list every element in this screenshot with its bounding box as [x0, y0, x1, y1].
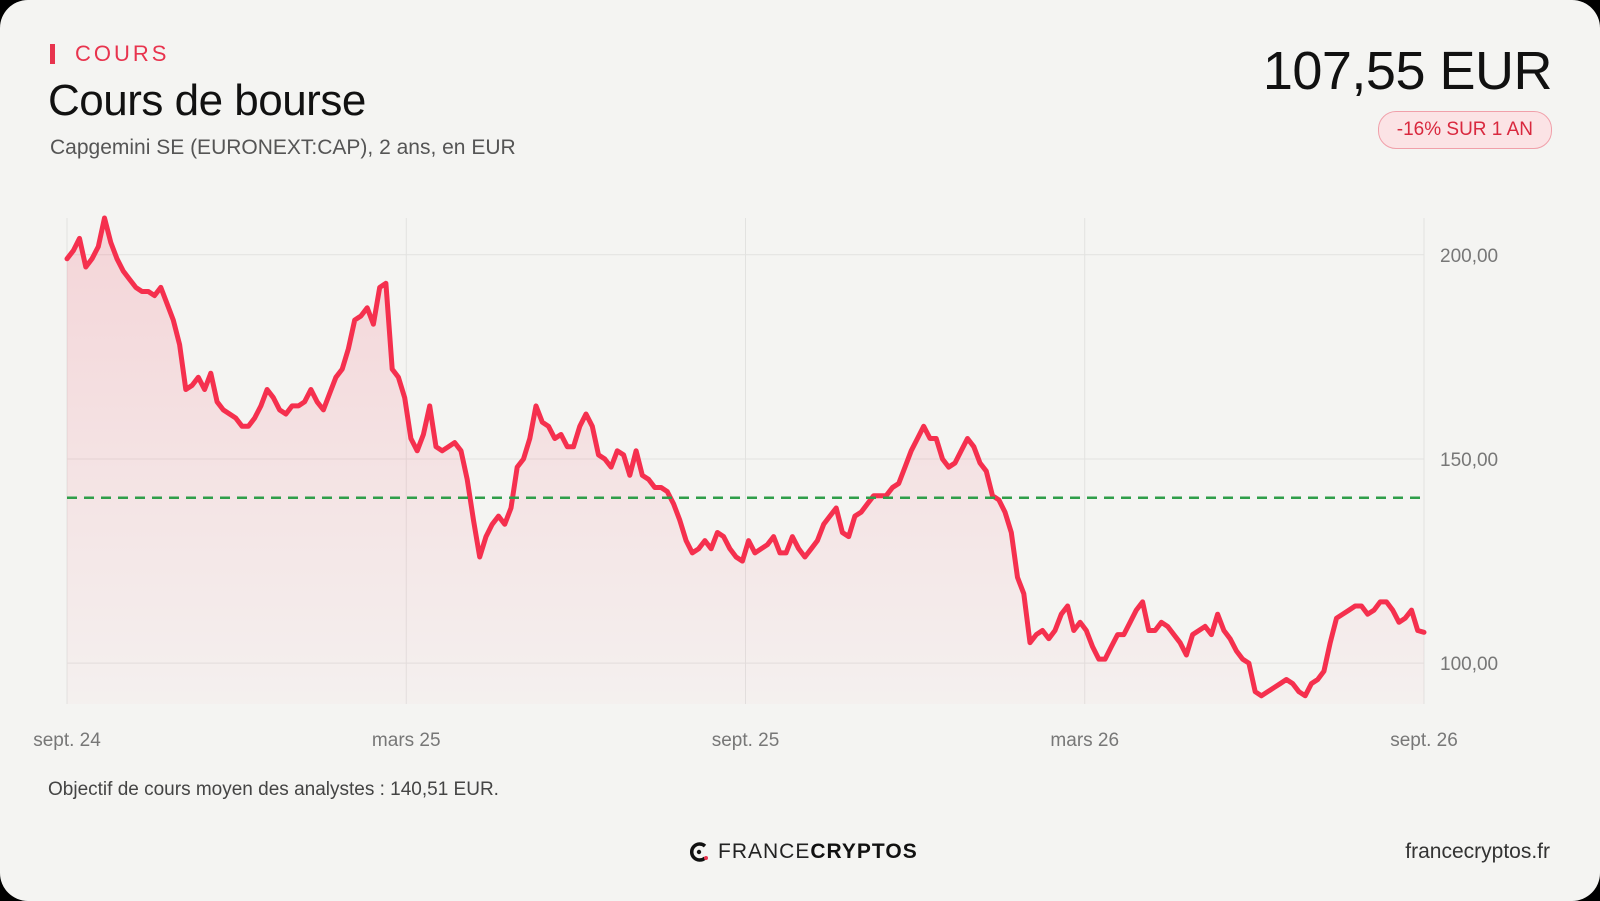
x-tick-label: sept. 26	[1390, 730, 1458, 751]
x-tick-label: sept. 24	[33, 730, 101, 751]
price-series-line	[64, 215, 1427, 699]
analyst-target-note: Objectif de cours moyen des analystes : …	[48, 779, 499, 800]
chart-subtitle: Capgemini SE (EURONEXT:CAP), 2 ans, en E…	[50, 136, 516, 159]
section-kicker: COURS	[50, 41, 169, 67]
kicker-accent-bar	[50, 44, 55, 64]
change-badge: -16% SUR 1 AN	[1377, 111, 1552, 149]
x-tick-label: mars 26	[1050, 730, 1119, 751]
brand-mark-icon	[690, 842, 708, 862]
site-url: francecryptos.fr	[1405, 840, 1550, 863]
chart-title: Cours de bourse	[48, 76, 366, 125]
y-tick-label: 150,00	[1440, 450, 1498, 471]
x-tick-label: sept. 25	[712, 730, 780, 751]
kicker-label: COURS	[75, 41, 170, 66]
brand-name-bold: CRYPTOS	[810, 840, 918, 863]
brand-logo: FRANCE CRYPTOS	[690, 840, 918, 864]
x-tick-label: mars 25	[372, 730, 441, 751]
brand-name-light: FRANCE	[718, 840, 811, 863]
y-tick-label: 100,00	[1440, 654, 1498, 675]
series-area	[67, 218, 1424, 704]
y-tick-label: 200,00	[1440, 246, 1498, 267]
current-price: 107,55 EUR	[1262, 41, 1553, 101]
